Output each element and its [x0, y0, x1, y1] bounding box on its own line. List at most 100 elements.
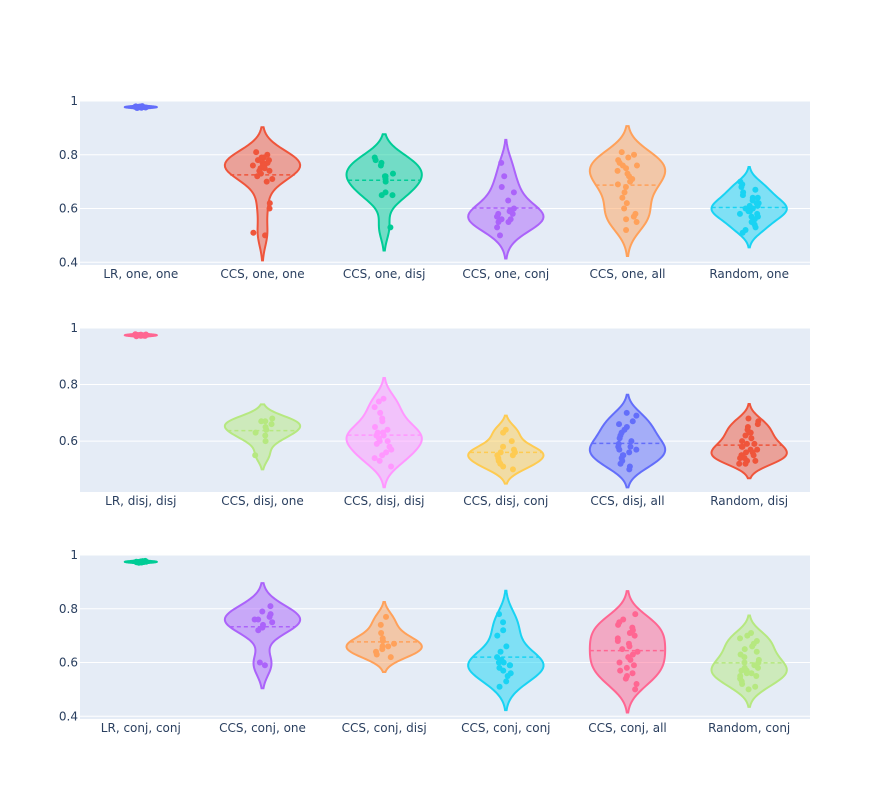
data-point [634, 648, 641, 655]
data-point [749, 643, 756, 650]
data-point [379, 418, 386, 425]
data-point [376, 457, 383, 464]
x-tick-label: CCS, one, all [590, 267, 666, 281]
data-point [378, 192, 385, 199]
violin-body [588, 393, 667, 489]
data-point [261, 662, 268, 669]
data-point [266, 205, 273, 212]
data-point [626, 466, 633, 473]
data-point [252, 452, 259, 459]
data-point [629, 670, 636, 677]
data-point [622, 184, 629, 191]
data-point [505, 197, 512, 204]
y-tick-label: 0.8 [59, 602, 78, 616]
x-tick-label: CCS, one, disj [343, 267, 426, 281]
violin-body [467, 414, 545, 485]
data-point [377, 162, 384, 169]
data-point [621, 205, 628, 212]
x-tick-label: Random, conj [708, 721, 790, 735]
data-point [747, 429, 754, 436]
data-point [269, 415, 276, 422]
data-point [627, 656, 634, 663]
data-point [500, 463, 507, 470]
data-point [752, 186, 759, 193]
data-point [255, 627, 262, 634]
data-point [373, 651, 380, 658]
data-point [263, 178, 270, 185]
data-point [384, 426, 391, 433]
data-point [507, 662, 514, 669]
data-point [622, 675, 629, 682]
violin-random-disj [710, 402, 788, 480]
data-point [509, 466, 516, 473]
data-point [616, 446, 623, 453]
data-point [751, 440, 758, 447]
data-point [266, 613, 273, 620]
x-tick-label: LR, one, one [103, 267, 178, 281]
data-point [626, 629, 633, 636]
data-point [754, 194, 761, 201]
data-point [743, 440, 750, 447]
x-tick-label: CCS, disj, conj [463, 494, 548, 508]
data-point [498, 159, 505, 166]
data-point [619, 194, 626, 201]
data-point [497, 648, 504, 655]
y-tick-label: 0.8 [59, 378, 78, 392]
data-point [614, 638, 621, 645]
data-point [500, 667, 507, 674]
data-point [750, 452, 757, 459]
data-point [748, 435, 755, 442]
data-point [503, 678, 510, 685]
data-point [262, 232, 269, 239]
data-point [623, 409, 630, 416]
data-point [621, 189, 628, 196]
data-point [500, 659, 507, 666]
violin-ccs-disj-conj [467, 414, 545, 485]
plot-background [80, 101, 810, 265]
data-point [752, 683, 759, 690]
data-point [143, 558, 150, 565]
data-point [748, 670, 755, 677]
data-point [739, 192, 746, 199]
data-point [504, 672, 511, 679]
data-point [754, 446, 761, 453]
violin-body [710, 614, 788, 708]
violin-random-conj [710, 614, 788, 708]
data-point [618, 149, 625, 156]
x-tick-label: CCS, one, one [220, 267, 304, 281]
data-point [495, 659, 502, 666]
violin-body [223, 126, 302, 262]
data-point [391, 640, 398, 647]
violin-random-one [710, 166, 788, 249]
data-point [623, 200, 630, 207]
data-point [252, 429, 259, 436]
violin-ccs-one-all [588, 125, 667, 258]
violin-ccs-disj-disj [345, 376, 423, 489]
data-point [509, 452, 516, 459]
data-point [377, 621, 384, 628]
x-tick-label: CCS, conj, disj [342, 721, 427, 735]
data-point [753, 648, 760, 655]
data-point [135, 558, 142, 565]
data-point [262, 432, 269, 439]
data-point [743, 670, 750, 677]
data-point [253, 149, 260, 156]
data-point [633, 218, 640, 225]
data-point [373, 440, 380, 447]
violin-ccs-conj-all [588, 590, 667, 714]
data-point [742, 460, 749, 467]
violin-body [588, 590, 667, 714]
data-point [503, 643, 510, 650]
data-point [385, 643, 392, 650]
violin-lr-disj-disj [123, 331, 159, 340]
data-point [254, 173, 261, 180]
data-point [738, 184, 745, 191]
data-point [377, 409, 384, 416]
data-point [754, 664, 761, 671]
y-tick-label: 0.6 [59, 656, 78, 670]
data-point [498, 184, 505, 191]
data-point [741, 654, 748, 661]
data-point [739, 229, 746, 236]
data-point [269, 175, 276, 182]
data-point [494, 632, 501, 639]
